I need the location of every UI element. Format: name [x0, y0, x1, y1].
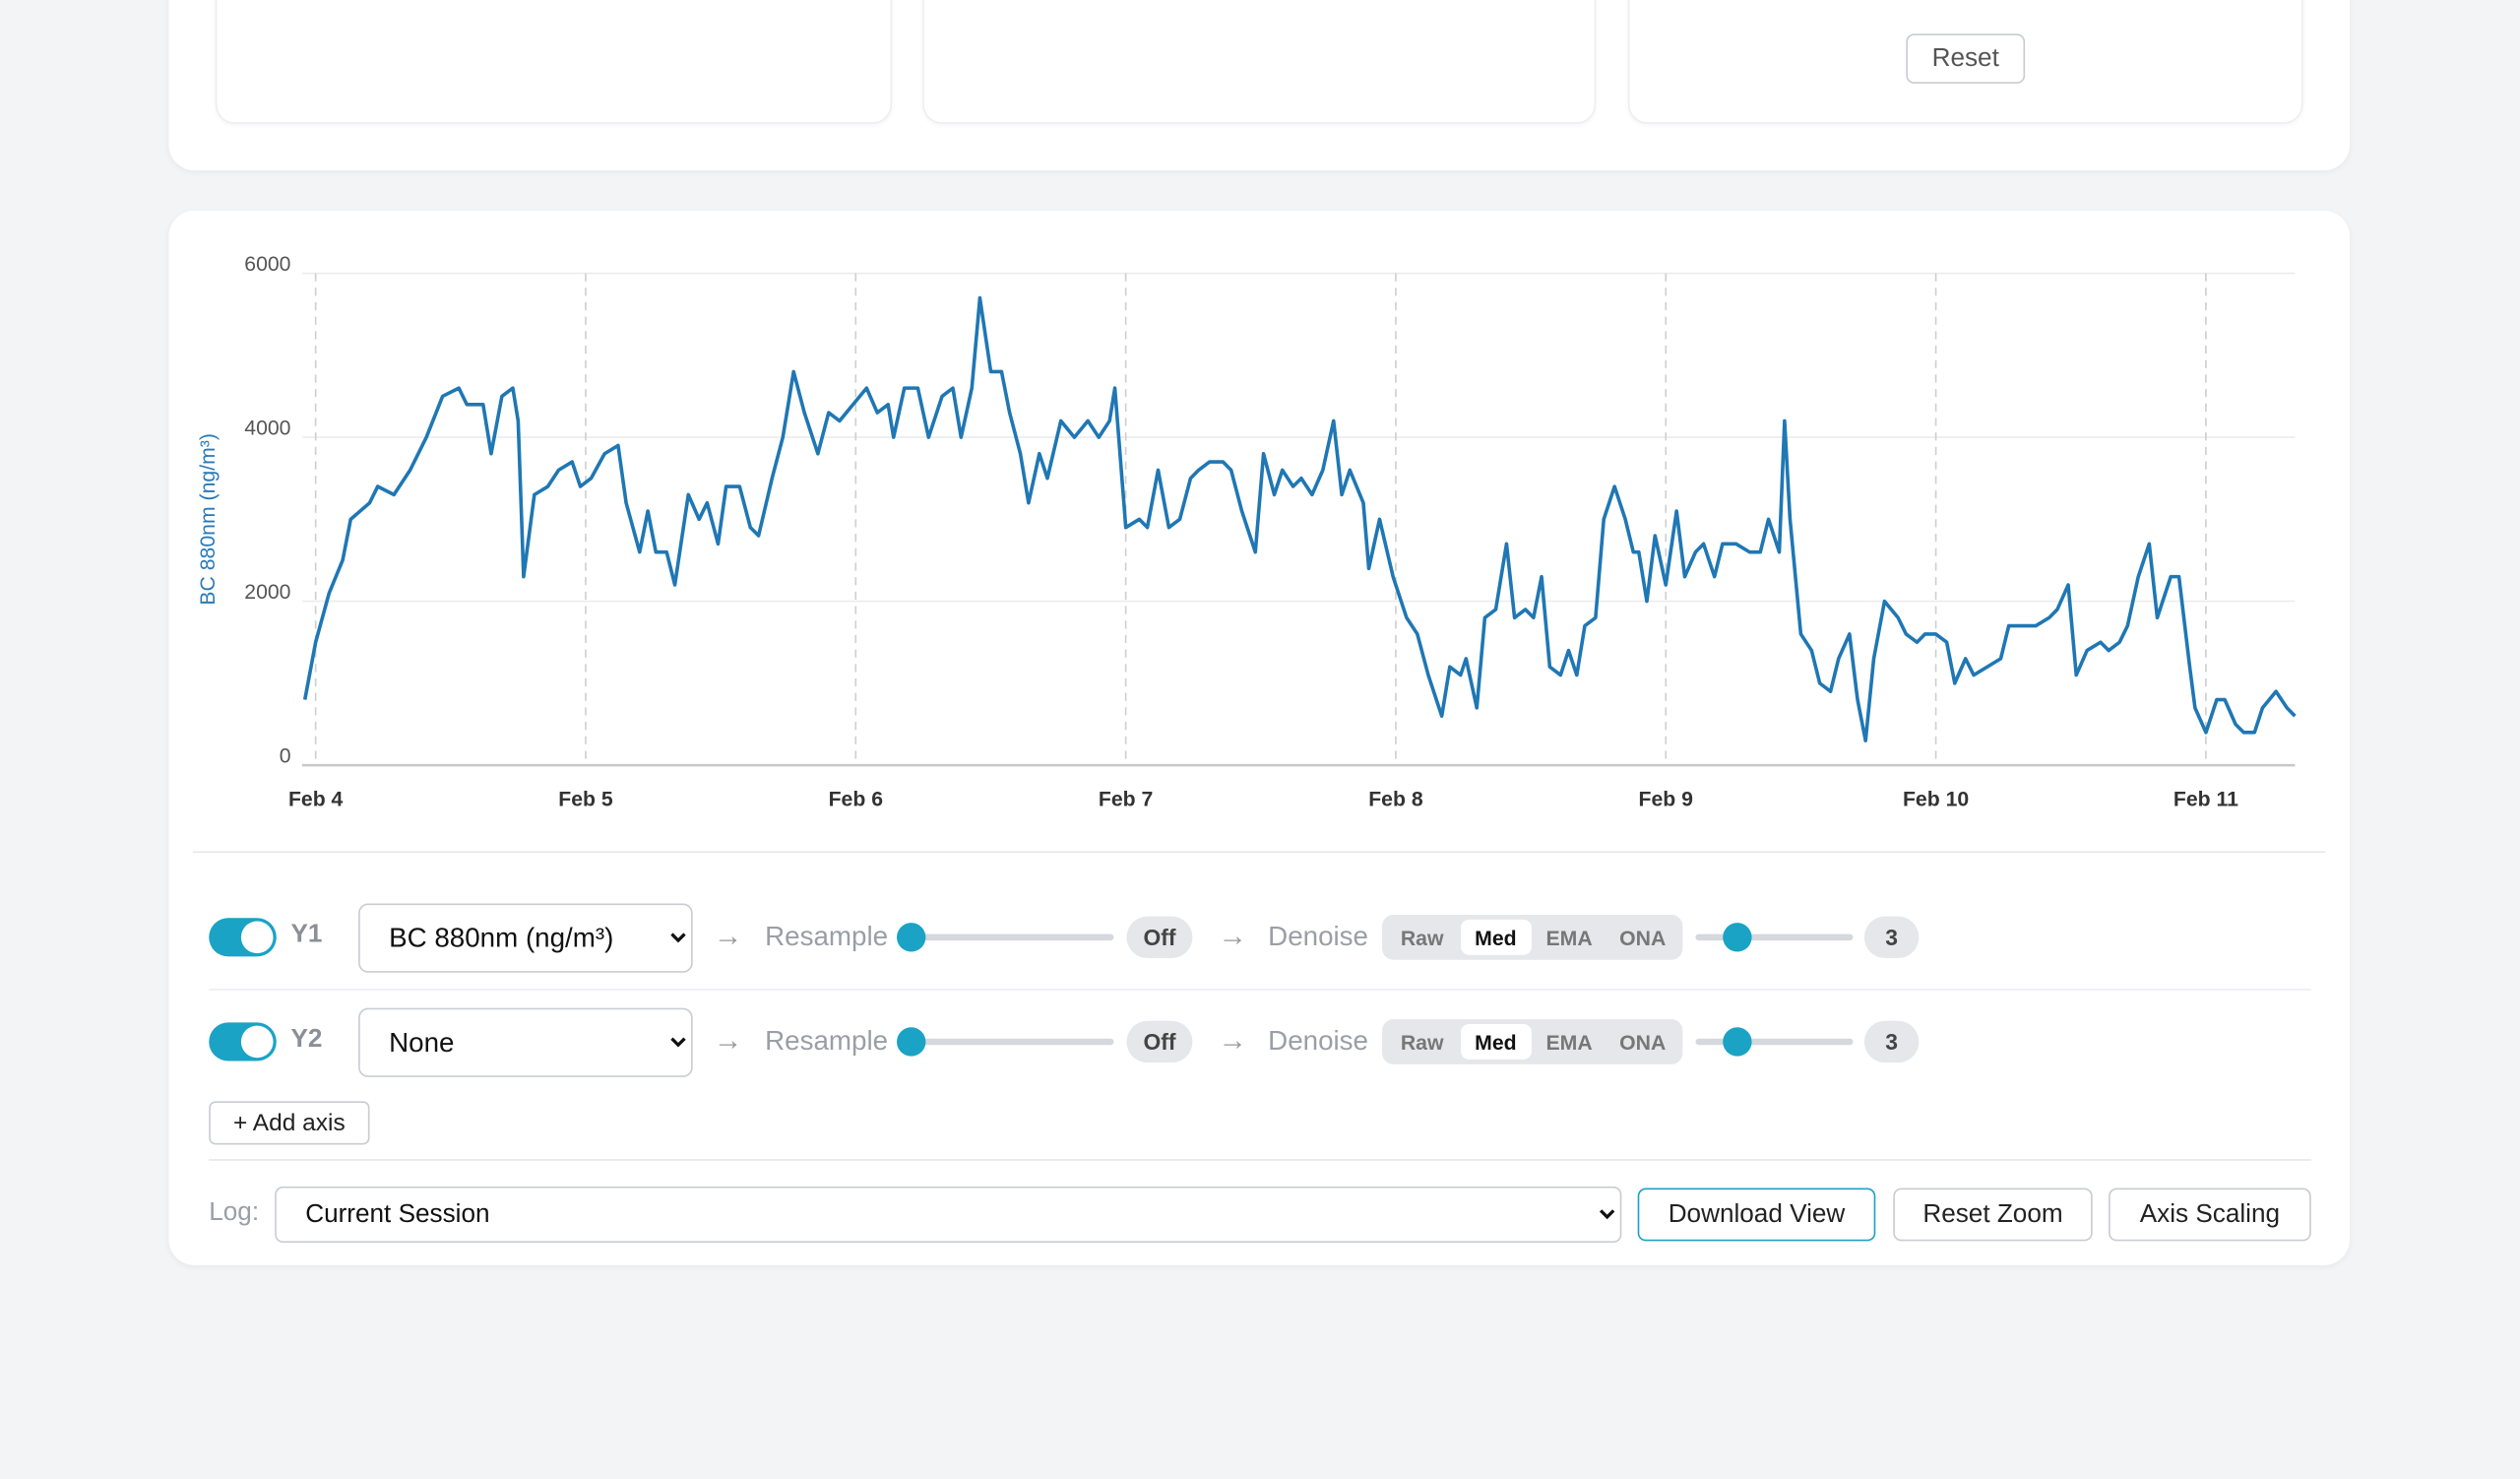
denoise-modes: Raw Med EMA ONA	[1382, 1019, 1683, 1064]
x-tick-label: Feb 7	[1099, 789, 1153, 811]
denoise-mode[interactable]: EMA	[1545, 1029, 1593, 1055]
toggle-knob	[240, 921, 274, 954]
log-select[interactable]: Current Session	[275, 1186, 1622, 1244]
slider-thumb[interactable]	[1723, 1027, 1752, 1057]
x-tick-label: Feb 9	[1639, 789, 1694, 811]
data-line	[302, 295, 2297, 742]
chart-card	[168, 210, 2350, 1265]
denoise-mode[interactable]: Raw	[1400, 1029, 1444, 1055]
denoise-mode[interactable]: Med	[1460, 919, 1532, 955]
resample-value: Off	[1126, 916, 1193, 959]
slider-track[interactable]	[911, 933, 1114, 941]
slider-thumb[interactable]	[897, 923, 926, 952]
info-card	[215, 0, 893, 124]
axis-label: Y2	[290, 1025, 323, 1054]
separator	[209, 1159, 2311, 1161]
resample-value: Off	[1126, 1020, 1193, 1063]
channel-select[interactable]: None	[358, 1007, 693, 1077]
slider-track[interactable]	[911, 1038, 1114, 1046]
denoise-window: 3	[1863, 916, 1920, 959]
x-tick-label: Feb 8	[1368, 789, 1423, 811]
chart: BC 880nm (ng/m³) 0 2000 4000 6000 Feb 4 Feb 5…	[192, 253, 2326, 854]
slider-track[interactable]	[1695, 933, 1854, 941]
toggle[interactable]	[209, 918, 277, 957]
reset-button[interactable]: Reset	[1906, 33, 2026, 84]
denoise-modes: Raw Med EMA ONA	[1382, 914, 1683, 960]
denoise-mode[interactable]: Med	[1460, 1023, 1532, 1060]
denoise-mode[interactable]: ONA	[1619, 1029, 1667, 1055]
denoise-window: 3	[1863, 1020, 1920, 1063]
x-tick-label: Feb 4	[288, 789, 344, 811]
axis-label: Y1	[290, 921, 323, 949]
action-button[interactable]: Axis Scaling	[2109, 1188, 2311, 1242]
denoise-label: Denoise	[1268, 921, 1368, 952]
add-axis-button[interactable]: + Add axis	[209, 1101, 370, 1145]
resample-label: Resample	[765, 1025, 889, 1057]
info-card	[922, 0, 1597, 124]
x-tick-label: Feb 10	[1903, 789, 1969, 811]
denoise-label: Denoise	[1268, 1025, 1368, 1057]
y-tick-label: 4000	[244, 418, 290, 440]
resample-label: Resample	[765, 921, 889, 952]
arrow: →	[1218, 919, 1247, 952]
arrow: →	[1218, 1023, 1247, 1057]
slider-thumb[interactable]	[1723, 923, 1752, 952]
arrow: →	[713, 1023, 743, 1057]
slider-thumb[interactable]	[897, 1027, 926, 1057]
toggle-knob	[240, 1025, 274, 1059]
toggle[interactable]	[209, 1022, 277, 1061]
y-axis-title: BC 880nm (ng/m³)	[197, 433, 220, 606]
action-button[interactable]: Reset Zoom	[1893, 1188, 2093, 1242]
denoise-mode[interactable]: EMA	[1545, 925, 1593, 950]
denoise-mode[interactable]: Raw	[1400, 925, 1444, 950]
y-tick-label: 0	[280, 745, 291, 768]
separator	[209, 989, 2311, 991]
arrow: →	[713, 919, 743, 952]
channel-select[interactable]: BC 880nm (ng/m³)	[358, 903, 693, 973]
denoise-mode[interactable]: ONA	[1619, 925, 1667, 950]
log-label: Log:	[209, 1198, 260, 1227]
y-tick-label: 2000	[244, 581, 290, 604]
slider-track[interactable]	[1695, 1038, 1854, 1046]
y-tick-label: 6000	[244, 253, 290, 276]
action-button[interactable]: Download View	[1637, 1188, 1876, 1242]
x-tick-label: Feb 11	[2174, 789, 2238, 811]
x-tick-label: Feb 5	[558, 789, 613, 811]
x-tick-label: Feb 6	[829, 789, 884, 811]
